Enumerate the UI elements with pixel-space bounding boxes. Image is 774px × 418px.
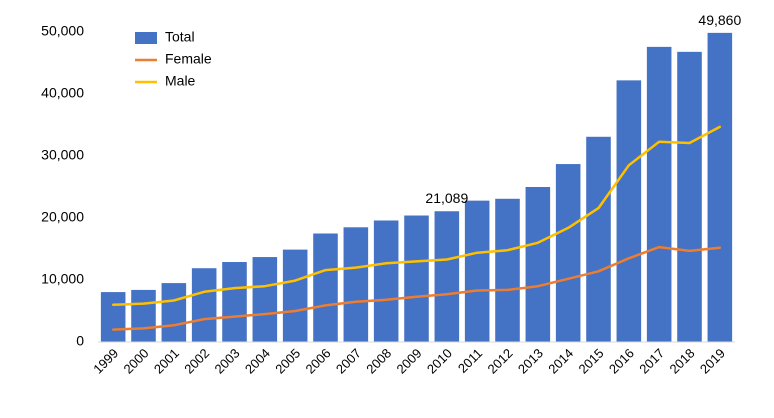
bar-total-2016 [616, 80, 642, 343]
x-tick-label: 2016 [606, 346, 637, 377]
x-tick-label: 2006 [303, 346, 334, 377]
y-tick-label: 30,000 [41, 147, 84, 163]
y-tick-label: 10,000 [41, 271, 84, 287]
legend-swatch-total [135, 32, 157, 44]
bar-total-2008 [373, 220, 399, 342]
x-tick-label: 2018 [667, 346, 698, 377]
line-female [111, 245, 722, 331]
line-series [111, 125, 722, 331]
bar-total-2011 [464, 200, 490, 342]
legend-label: Total [165, 29, 195, 45]
x-tick-label: 2011 [455, 346, 485, 376]
y-tick-label: 0 [76, 333, 84, 349]
bar-total-2003 [222, 262, 247, 342]
bar-total-2019 [707, 32, 733, 342]
x-tick-label: 2015 [576, 346, 607, 377]
bar-total-2013 [525, 187, 551, 342]
legend: Total Female Male [135, 29, 212, 89]
x-tick-label: 2007 [333, 346, 364, 377]
bar-total-1999 [100, 292, 126, 342]
bar-total-2012 [495, 198, 520, 342]
x-tick-label: 2008 [363, 346, 394, 377]
legend-label: Female [165, 51, 212, 67]
bar-total-2002 [191, 268, 217, 342]
bar-total-2001 [161, 283, 187, 342]
data-labels: 21,089 49,860 [425, 12, 741, 206]
bars-total [100, 32, 733, 343]
x-tick-label: 2004 [242, 346, 273, 377]
y-axis: 0 10,000 20,000 30,000 40,000 50,000 [41, 23, 84, 349]
x-tick-label: 2013 [515, 346, 546, 377]
x-tick-label: 2009 [394, 346, 425, 377]
x-tick-label: 2001 [151, 346, 182, 377]
x-tick-label: 2019 [697, 346, 728, 377]
x-tick-label: 2000 [121, 346, 152, 377]
bar-total-2014 [555, 164, 581, 342]
x-tick-label: 2010 [424, 346, 455, 377]
bar-total-2005 [282, 249, 308, 342]
y-tick-label: 50,000 [41, 23, 84, 39]
data-label: 21,089 [425, 190, 468, 206]
bar-total-2007 [343, 227, 369, 342]
bar-total-2009 [404, 215, 429, 342]
x-tick-label: 2017 [636, 346, 667, 377]
bar-total-2018 [677, 51, 702, 343]
x-tick-label: 2014 [545, 346, 576, 377]
x-tick-label: 2002 [181, 346, 212, 377]
data-label: 49,860 [698, 12, 741, 28]
x-tick-label: 2003 [212, 346, 243, 377]
x-tick-label: 2005 [272, 346, 303, 377]
line-male [111, 125, 722, 307]
bar-total-2010 [434, 211, 460, 342]
bar-total-2015 [586, 136, 611, 342]
y-tick-label: 40,000 [41, 85, 84, 101]
legend-label: Male [165, 73, 196, 89]
bar-total-2017 [646, 46, 672, 342]
bar-total-2006 [313, 233, 338, 342]
bar-total-2004 [252, 257, 278, 342]
x-tick-label: 2012 [485, 346, 516, 377]
x-tick-label: 1999 [90, 346, 121, 377]
y-tick-label: 20,000 [41, 209, 84, 225]
bar-total-2000 [131, 289, 156, 342]
x-axis: 1999 2000 2001 2002 2003 2004 2005 2006 2007 2008… [90, 346, 728, 377]
